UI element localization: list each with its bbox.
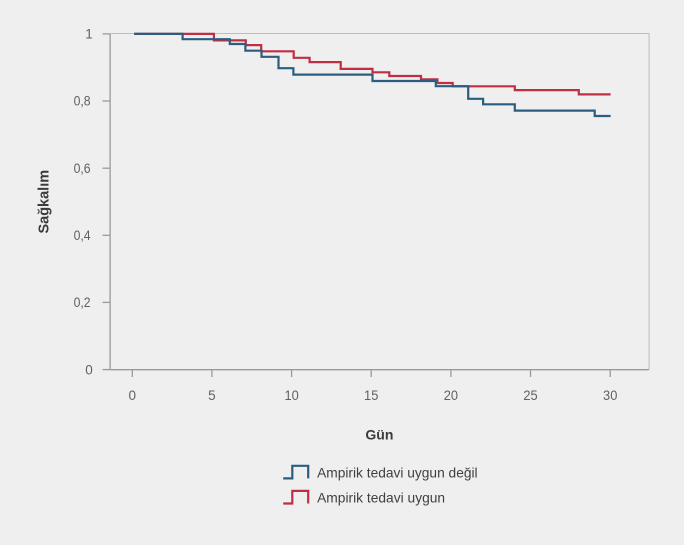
- svg-text:25: 25: [523, 388, 537, 403]
- svg-text:5: 5: [208, 388, 216, 403]
- svg-text:1: 1: [85, 27, 93, 42]
- svg-text:30: 30: [603, 388, 617, 403]
- svg-text:0,6: 0,6: [74, 161, 91, 176]
- svg-text:10: 10: [284, 388, 298, 403]
- svg-text:0,2: 0,2: [74, 295, 91, 310]
- svg-text:0,4: 0,4: [74, 228, 91, 243]
- svg-text:0,8: 0,8: [74, 94, 91, 109]
- svg-text:Sağkalım: Sağkalım: [36, 170, 52, 234]
- svg-text:20: 20: [444, 388, 458, 403]
- svg-text:0: 0: [85, 362, 93, 377]
- svg-text:Ampirik tedavi uygun: Ampirik tedavi uygun: [317, 490, 445, 506]
- svg-text:Gün: Gün: [365, 427, 393, 443]
- svg-text:0: 0: [129, 388, 137, 403]
- svg-text:Ampirik tedavi uygun değil: Ampirik tedavi uygun değil: [317, 464, 478, 480]
- svg-text:15: 15: [364, 388, 378, 403]
